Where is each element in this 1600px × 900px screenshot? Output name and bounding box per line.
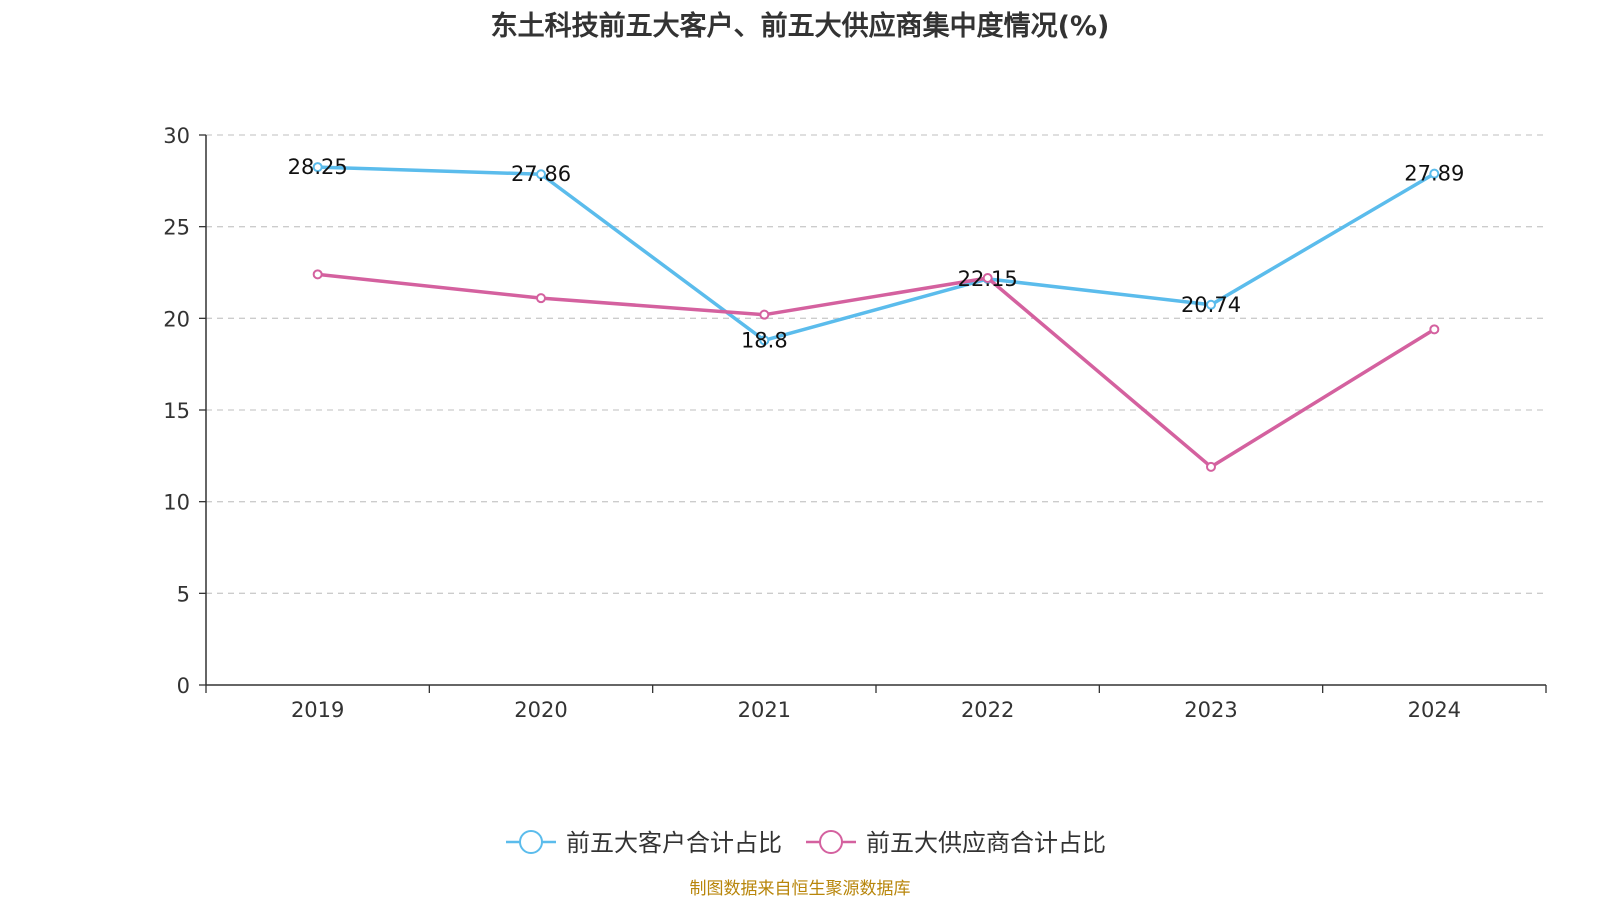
data-label-0-2024: 27.89 bbox=[1404, 162, 1464, 186]
y-tick-label-25: 25 bbox=[163, 216, 190, 240]
y-tick-label-15: 15 bbox=[163, 399, 190, 423]
series-1-point-2024 bbox=[1429, 324, 1440, 335]
series-1-point-2021 bbox=[759, 309, 770, 320]
x-tick-label-2020: 2020 bbox=[514, 698, 567, 722]
series-0-point-2019 bbox=[312, 162, 323, 173]
grid-lines bbox=[206, 134, 1546, 594]
y-tick-label-20: 20 bbox=[163, 307, 190, 331]
y-tick-label-10: 10 bbox=[163, 491, 190, 515]
x-tick-label-2022: 2022 bbox=[961, 698, 1014, 722]
series-1-point-2022 bbox=[982, 273, 993, 283]
y-tick-label-30: 30 bbox=[163, 124, 190, 148]
y-tick-label-5: 5 bbox=[177, 582, 190, 606]
series-1-point-2019 bbox=[312, 269, 323, 280]
axes: 0 5 10 15 20 25 30 2019 2020 2021 2022 2023 2024 bbox=[163, 124, 1547, 722]
series-1-point-2023 bbox=[1206, 461, 1216, 472]
series-lines bbox=[312, 162, 1440, 472]
series-0-point-2021 bbox=[759, 335, 770, 346]
x-tick-label-2023: 2023 bbox=[1184, 698, 1237, 722]
data-labels: 28.25 27.86 18.8 22.15 20.74 27.89 bbox=[288, 155, 1465, 352]
series-1-point-2020 bbox=[536, 293, 546, 304]
x-tick-label-2021: 2021 bbox=[738, 698, 791, 722]
data-label-0-2020: 27.86 bbox=[511, 162, 571, 186]
series-0-point-2020 bbox=[536, 169, 546, 180]
legend-marker-0 bbox=[519, 830, 543, 854]
chart-title: 东土科技前五大客户、前五大供应商集中度情况(%) bbox=[490, 11, 1110, 42]
legend-label-0: 前五大客户合计占比 bbox=[566, 829, 782, 857]
series-line-0 bbox=[317, 165, 1436, 343]
data-label-0-2023: 20.74 bbox=[1181, 293, 1241, 317]
y-tick-label-0: 0 bbox=[177, 674, 190, 698]
data-label-0-2022: 22.15 bbox=[958, 267, 1018, 291]
source-note: 制图数据来自恒生聚源数据库 bbox=[689, 879, 911, 899]
x-tick-label-2019: 2019 bbox=[291, 698, 344, 722]
x-tick-label-2024: 2024 bbox=[1408, 698, 1461, 722]
series-0-point-2024 bbox=[1429, 168, 1440, 179]
data-label-0-2021: 18.8 bbox=[741, 328, 788, 352]
series-line-1 bbox=[317, 272, 1436, 469]
legend-label-1: 前五大供应商合计占比 bbox=[866, 829, 1106, 857]
legend-marker-1 bbox=[819, 830, 843, 854]
series-0-point-2023 bbox=[1206, 299, 1216, 310]
legend: 前五大客户合计占比 前五大供应商合计占比 bbox=[506, 829, 1106, 857]
data-label-0-2019: 28.25 bbox=[288, 155, 348, 179]
